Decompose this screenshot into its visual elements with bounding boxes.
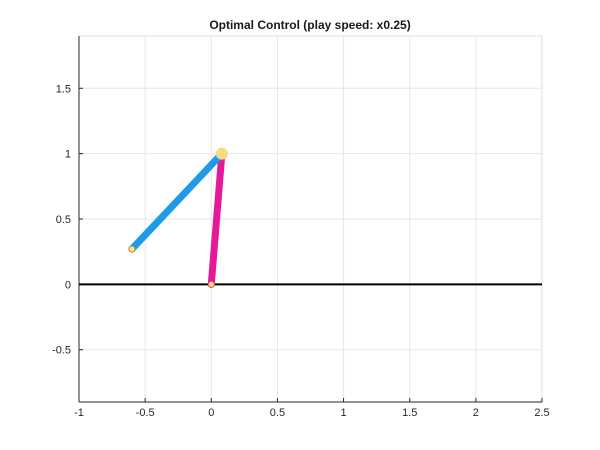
- swing-leg: [128, 150, 226, 253]
- x-tick-label: 0.5: [270, 407, 285, 419]
- x-tick-label: -0.5: [136, 407, 155, 419]
- stance-foot-marker: [207, 280, 215, 288]
- plot-title: Optimal Control (play speed: x0.25): [209, 18, 410, 32]
- x-tick-label: -1: [74, 407, 84, 419]
- x-tick-label: 1.5: [402, 407, 417, 419]
- hip-mass-marker: [215, 147, 228, 160]
- y-tick-label: -0.5: [52, 345, 71, 357]
- y-tick-label: 1: [65, 149, 71, 161]
- x-tick-label: 2.5: [534, 407, 549, 419]
- stance-leg: [207, 150, 226, 288]
- x-tick-label: 2: [473, 407, 479, 419]
- swing-foot-marker: [128, 245, 136, 253]
- walker-scene: [79, 147, 542, 288]
- y-tick-label: 1.5: [56, 83, 71, 95]
- x-tick-label: 1: [341, 407, 347, 419]
- x-tick-label: 0: [208, 407, 214, 419]
- x-axis: -1 -0.5 0 0.5 1 1.5 2 2.5: [74, 398, 550, 419]
- y-tick-label: 0: [65, 279, 71, 291]
- y-tick-label: 0.5: [56, 214, 71, 226]
- y-axis: -0.5 0 0.5 1 1.5: [52, 36, 83, 402]
